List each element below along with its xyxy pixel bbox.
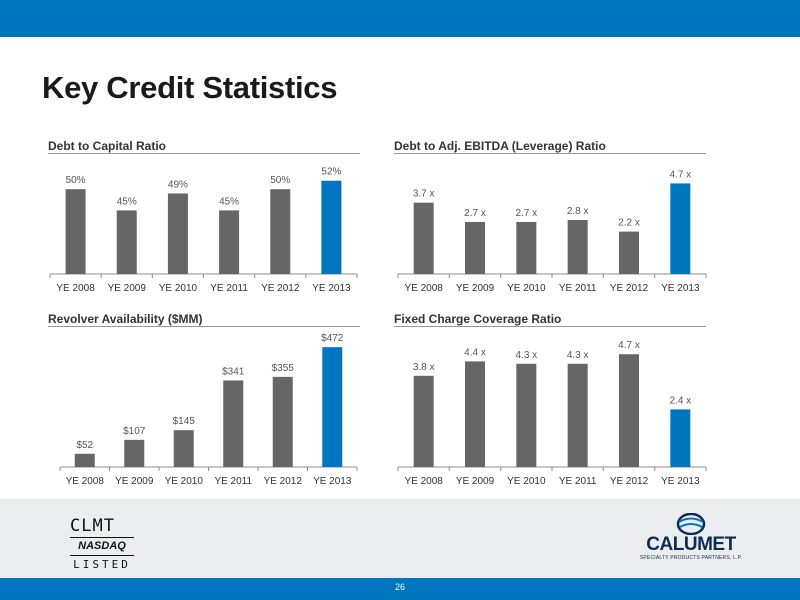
calumet-wordmark: CALUMET xyxy=(646,534,736,555)
bar-ye-2010 xyxy=(516,221,537,274)
chart-title-fixed-charge-coverage: Fixed Charge Coverage Ratio xyxy=(394,312,562,326)
footer-band xyxy=(0,499,800,578)
tick-label: YE 2008 xyxy=(56,283,95,294)
tick-label: YE 2008 xyxy=(404,283,443,294)
chart-title-leverage-ratio: Debt to Adj. EBITDA (Leverage) Ratio xyxy=(394,139,606,153)
tick-label: YE 2012 xyxy=(264,476,303,487)
data-label: 4.7 x xyxy=(669,169,691,180)
calumet-logo: CALUMET SPECIALTY PRODUCTS PARTNERS, L.P… xyxy=(636,513,746,561)
data-label: 45% xyxy=(117,196,137,207)
calumet-tagline: SPECIALTY PRODUCTS PARTNERS, L.P. xyxy=(639,555,743,561)
data-label: 4.3 x xyxy=(515,350,537,361)
tick-label: YE 2008 xyxy=(66,476,105,487)
chart-title-rule xyxy=(394,326,706,327)
bottom-brand-bar xyxy=(0,578,800,600)
bar-ye-2013 xyxy=(322,347,343,467)
bar-ye-2013 xyxy=(670,409,691,467)
data-label: 2.2 x xyxy=(618,218,640,229)
nasdaq-wordmark: NASDAQ xyxy=(78,540,126,552)
tick-label: YE 2011 xyxy=(214,476,252,487)
listed-wordmark: LISTED xyxy=(73,558,131,571)
logo-divider xyxy=(70,555,134,556)
tick-label: YE 2012 xyxy=(610,283,649,294)
bar-ye-2011 xyxy=(567,363,588,467)
tick-label: YE 2013 xyxy=(661,283,700,294)
bar-ye-2009 xyxy=(465,221,485,274)
logo-divider xyxy=(70,537,134,538)
clmt-ticker: CLMT xyxy=(70,516,115,536)
data-label: 4.3 x xyxy=(567,350,589,361)
chart-title-rule xyxy=(48,326,360,327)
bar-ye-2010 xyxy=(173,430,194,467)
bar-ye-2009 xyxy=(465,361,485,467)
data-label: $472 xyxy=(321,333,344,344)
page-number: 26 xyxy=(394,582,405,592)
tick-label: YE 2013 xyxy=(313,476,352,487)
data-label: 4.7 x xyxy=(618,340,640,351)
tick-label: YE 2010 xyxy=(507,283,546,294)
bar-ye-2009 xyxy=(116,210,137,274)
tick-label: YE 2011 xyxy=(559,476,597,487)
tick-label: YE 2010 xyxy=(507,476,546,487)
data-label: $52 xyxy=(76,440,93,451)
data-label: 3.7 x xyxy=(413,189,435,200)
tick-label: YE 2011 xyxy=(559,283,597,294)
data-label: 52% xyxy=(321,167,341,178)
data-label: 45% xyxy=(219,196,239,207)
bar-ye-2008 xyxy=(74,453,95,467)
data-label: 2.4 x xyxy=(669,395,691,406)
data-label: $107 xyxy=(123,426,146,437)
tick-label: YE 2009 xyxy=(456,476,495,487)
data-label: 50% xyxy=(66,175,86,186)
data-label: $145 xyxy=(173,416,196,427)
bar-ye-2008 xyxy=(413,375,434,467)
tick-label: YE 2012 xyxy=(610,476,649,487)
bar-ye-2013 xyxy=(321,180,342,274)
bar-ye-2010 xyxy=(167,193,188,274)
tick-label: YE 2013 xyxy=(661,476,700,487)
tick-label: YE 2009 xyxy=(115,476,154,487)
bar-ye-2012 xyxy=(270,189,291,274)
data-label: 49% xyxy=(168,179,188,190)
bar-ye-2008 xyxy=(413,202,434,274)
tick-label: YE 2011 xyxy=(210,283,248,294)
bar-ye-2009 xyxy=(124,439,145,467)
tick-label: YE 2009 xyxy=(108,283,147,294)
data-label: 3.8 x xyxy=(413,362,435,373)
calumet-globe-icon xyxy=(676,513,706,535)
bar-ye-2010 xyxy=(516,363,537,467)
data-label: 2.7 x xyxy=(464,208,486,219)
data-label: 2.8 x xyxy=(567,206,589,217)
bar-ye-2013 xyxy=(670,183,691,274)
tick-label: YE 2008 xyxy=(404,476,443,487)
tick-label: YE 2013 xyxy=(312,283,351,294)
chart-title-debt-to-capital: Debt to Capital Ratio xyxy=(48,139,167,153)
data-label: $341 xyxy=(222,366,245,377)
bar-ye-2012 xyxy=(619,354,639,467)
data-label: 4.4 x xyxy=(464,347,486,358)
bar-ye-2011 xyxy=(219,210,240,274)
bar-ye-2011 xyxy=(223,380,244,467)
tick-label: YE 2010 xyxy=(165,476,204,487)
top-brand-bar xyxy=(0,0,800,37)
page-title: Key Credit Statistics xyxy=(42,70,338,105)
bar-ye-2012 xyxy=(619,231,639,274)
bar-ye-2011 xyxy=(567,220,588,274)
bar-ye-2012 xyxy=(272,376,293,467)
data-label: $355 xyxy=(272,363,295,374)
tick-label: YE 2012 xyxy=(261,283,300,294)
tick-label: YE 2009 xyxy=(456,283,495,294)
data-label: 2.7 x xyxy=(515,208,537,219)
data-label: 50% xyxy=(270,175,290,186)
bar-ye-2008 xyxy=(65,189,86,274)
chart-title-rule xyxy=(394,153,706,154)
tick-label: YE 2010 xyxy=(159,283,198,294)
chart-title-rule xyxy=(48,153,360,154)
chart-title-revolver-availability: Revolver Availability ($MM) xyxy=(48,312,203,326)
nasdaq-listing-mark: CLMT NASDAQ LISTED xyxy=(70,517,134,571)
